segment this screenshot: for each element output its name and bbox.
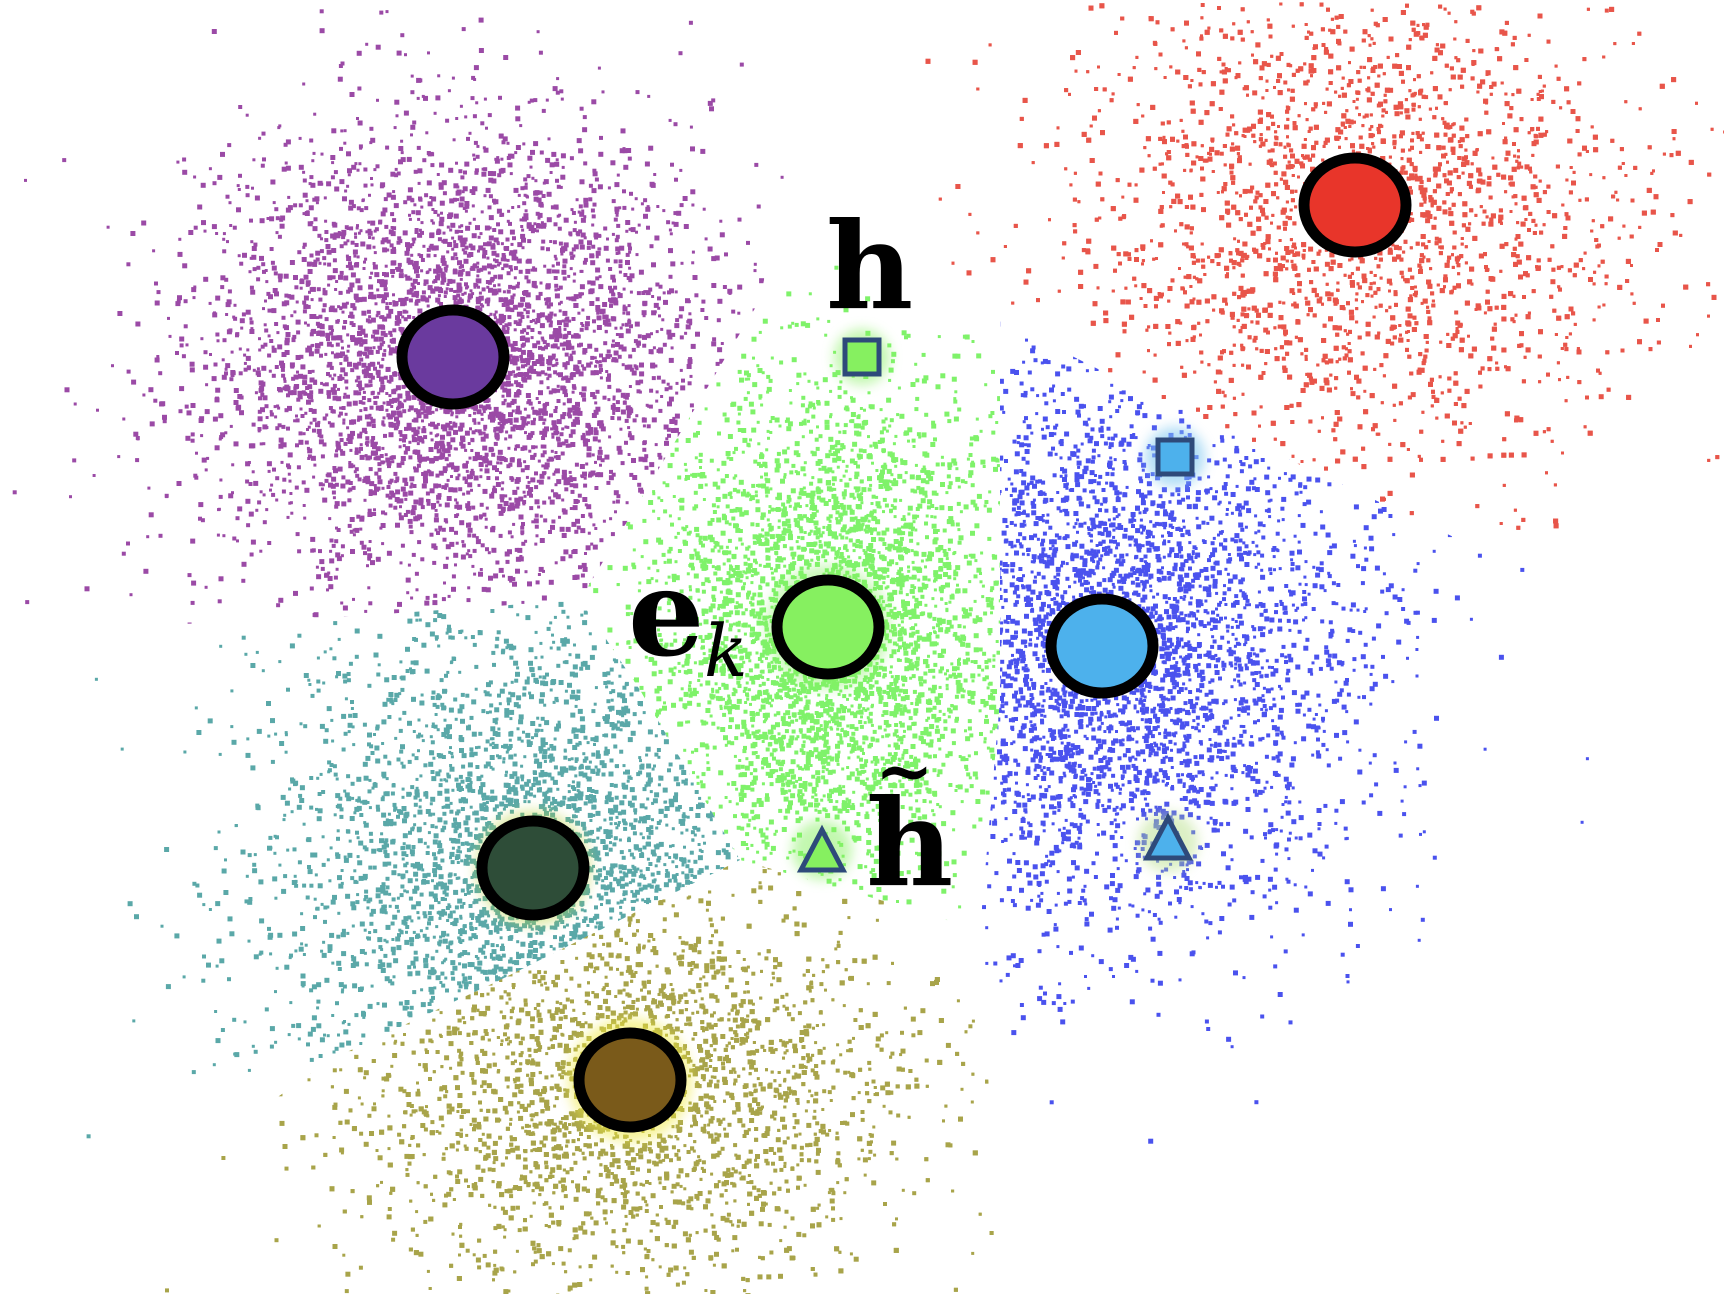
- centroid-purple: [396, 304, 510, 410]
- centroid-olive: [573, 1027, 687, 1133]
- centroid-red: [1298, 152, 1412, 258]
- h-tilde-accent: ~: [875, 729, 934, 812]
- h-square-marker: [842, 337, 882, 377]
- ek-label-subscript: k: [704, 609, 748, 693]
- centroid-green: [771, 574, 885, 680]
- centroid-blue: [1045, 593, 1159, 699]
- ek-label-base: e: [628, 543, 704, 684]
- h-tilde-label: h: [866, 773, 953, 914]
- centroid-teal: [476, 815, 590, 921]
- blue-triangle-marker: [1142, 812, 1194, 861]
- h-label: h: [826, 196, 913, 337]
- blue-square-marker: [1155, 437, 1195, 477]
- h-tilde-triangle-marker: [796, 824, 848, 873]
- point-cloud-red: [925, 2, 1724, 554]
